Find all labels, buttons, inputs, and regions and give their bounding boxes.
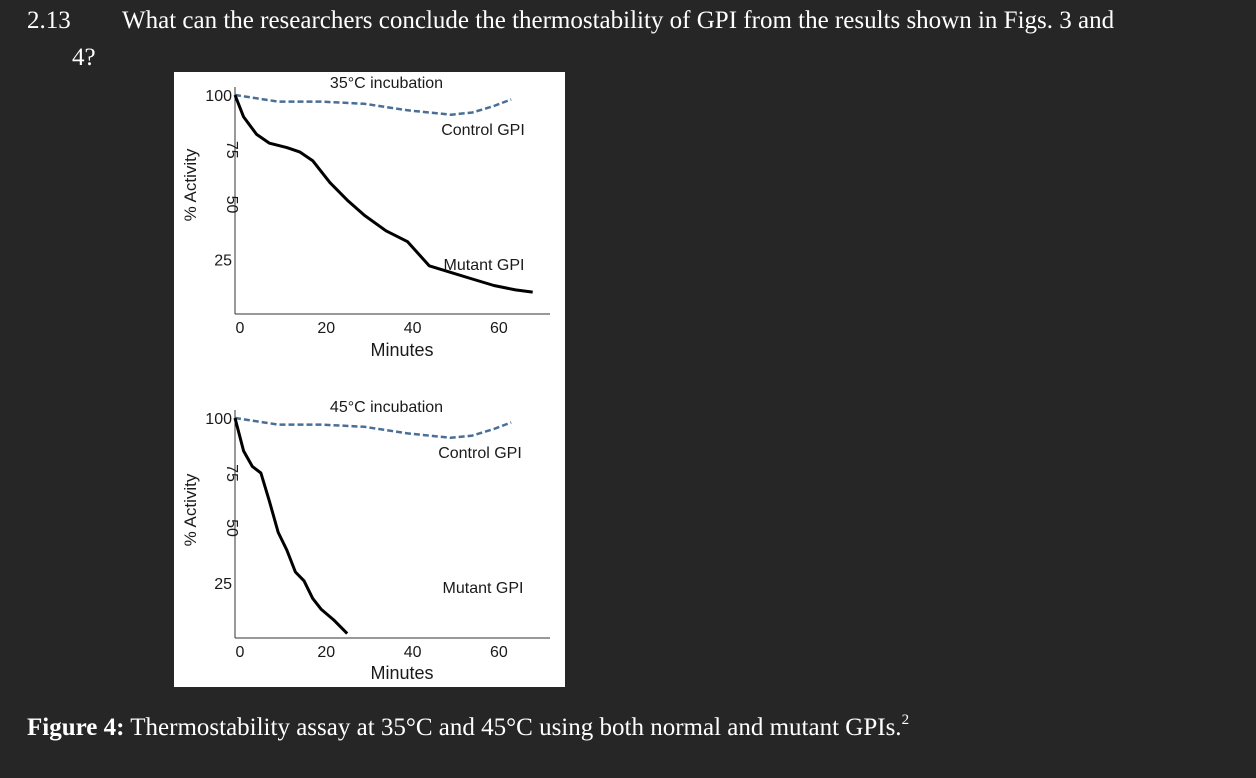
series-label: Mutant GPI bbox=[443, 580, 524, 597]
series-label: Mutant GPI bbox=[444, 257, 525, 274]
y-tick-label: 50 bbox=[223, 519, 240, 537]
y-tick-label: 25 bbox=[214, 576, 232, 593]
question-number: 2.13 bbox=[27, 7, 71, 34]
series-line bbox=[233, 94, 533, 294]
y-tick-label: 100 bbox=[205, 411, 232, 428]
caption: Figure 4: Thermostability assay at 35°C … bbox=[27, 712, 909, 741]
series-label: Control GPI bbox=[441, 122, 525, 139]
series-line bbox=[234, 416, 512, 440]
caption-label: Figure 4: bbox=[27, 714, 124, 741]
y-tick-label: 50 bbox=[223, 196, 240, 214]
figure-panel bbox=[174, 72, 565, 687]
x-tick-label: 0 bbox=[236, 644, 245, 661]
y-axis-label: % Activity bbox=[181, 148, 200, 221]
chart-title: 45°C incubation bbox=[330, 399, 443, 416]
y-axis-label: % Activity bbox=[181, 473, 200, 546]
y-tick-label: 75 bbox=[223, 464, 240, 482]
caption-ref: 2 bbox=[902, 712, 910, 728]
chart-title: 35°C incubation bbox=[330, 75, 443, 92]
x-tick-label: 40 bbox=[404, 644, 422, 661]
y-tick-label: 25 bbox=[214, 252, 232, 269]
x-tick-label: 40 bbox=[404, 320, 422, 337]
x-tick-label: 60 bbox=[490, 320, 508, 337]
series-line bbox=[233, 417, 349, 635]
x-axis-label: Minutes bbox=[370, 663, 433, 683]
question-text: What can the researchers conclude the th… bbox=[122, 7, 1115, 34]
y-tick-label: 75 bbox=[223, 141, 240, 159]
question-text: 4? bbox=[72, 44, 96, 71]
x-tick-label: 20 bbox=[317, 644, 335, 661]
x-tick-label: 20 bbox=[317, 320, 335, 337]
caption-text: Thermostability assay at 35°C and 45°C u… bbox=[130, 714, 901, 741]
x-tick-label: 60 bbox=[490, 644, 508, 661]
series-line bbox=[234, 93, 512, 116]
y-tick-label: 100 bbox=[205, 88, 232, 105]
x-axis-label: Minutes bbox=[370, 340, 433, 360]
x-tick-label: 0 bbox=[236, 320, 245, 337]
series-label: Control GPI bbox=[438, 445, 522, 462]
